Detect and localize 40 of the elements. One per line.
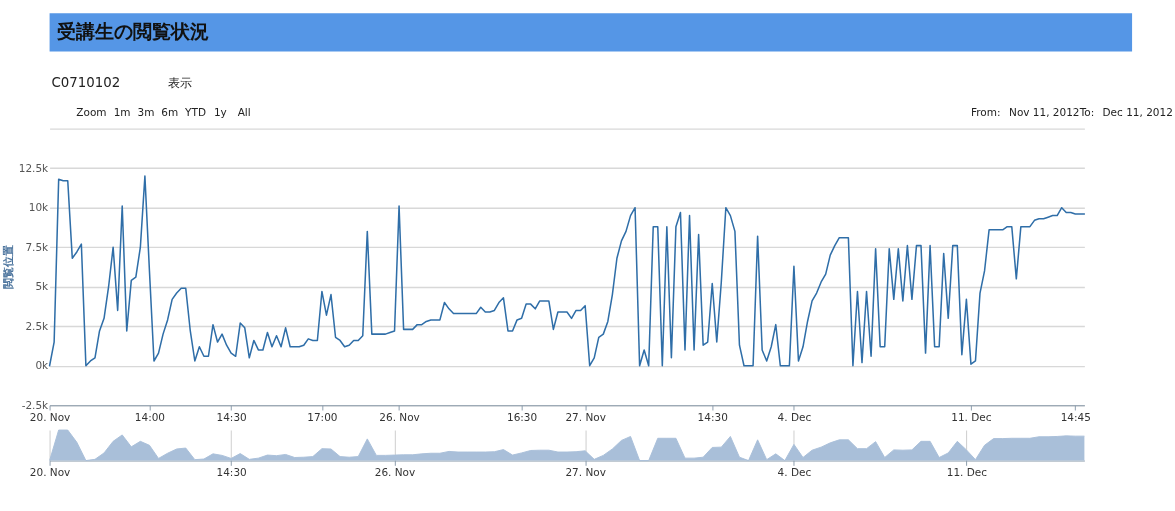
y-tick-label: 5k — [35, 280, 50, 293]
y-tick-label: 0k — [35, 359, 50, 372]
x-tick-label: 20. Nov — [29, 410, 71, 423]
x-tick-label: 27. Nov — [565, 410, 606, 423]
x-tick-label: 16:30 — [506, 410, 538, 423]
text: From: — [970, 106, 1001, 119]
x-tick-label: 14:00 — [134, 410, 166, 423]
text: 表示 — [168, 74, 193, 90]
text: Zoom — [76, 106, 107, 119]
y-tick-label: 7.5k — [25, 240, 50, 253]
x-tick-label: 14:45 — [1060, 410, 1091, 423]
x-tick-label: 17:00 — [307, 410, 338, 423]
x-tick-label: 14:30 — [216, 410, 247, 423]
x-tick-label: 11. Dec — [946, 466, 988, 479]
x-tick-label: 26. Nov — [379, 410, 420, 423]
x-tick-label: 14:30 — [697, 410, 728, 423]
x-tick-label: 20. Nov — [29, 466, 71, 479]
line-series — [48, 175, 1086, 367]
text: To: — [1078, 106, 1095, 119]
text: 6m — [161, 106, 179, 119]
chart-title: 受講生の閲覧状況 — [57, 21, 210, 43]
x-tick-label: 11. Dec — [951, 410, 992, 423]
text: 1y — [213, 106, 227, 119]
text: YTD — [184, 106, 206, 119]
text: C0710102 — [51, 74, 121, 90]
y-tick-label: 12.5k — [18, 161, 50, 174]
text: Nov 11, 2012 — [1009, 106, 1080, 119]
x-tick-label: 27. Nov — [565, 466, 606, 479]
x-tick-label: 14:30 — [216, 466, 247, 479]
text: 3m — [137, 106, 155, 119]
text: All — [237, 106, 251, 119]
text: 1m — [113, 106, 131, 119]
y-tick-label: -2.5k — [21, 398, 50, 411]
y-tick-label: 2.5k — [25, 319, 50, 332]
y-tick-label: 10k — [28, 201, 50, 214]
x-tick-label: 26. Nov — [374, 466, 416, 479]
x-tick-label: 4. Dec — [777, 466, 812, 479]
x-tick-label: 4. Dec — [777, 410, 812, 423]
y-axis-title: 閲覧位置 — [1, 245, 16, 290]
text: Dec 11, 2012 — [1102, 106, 1173, 119]
